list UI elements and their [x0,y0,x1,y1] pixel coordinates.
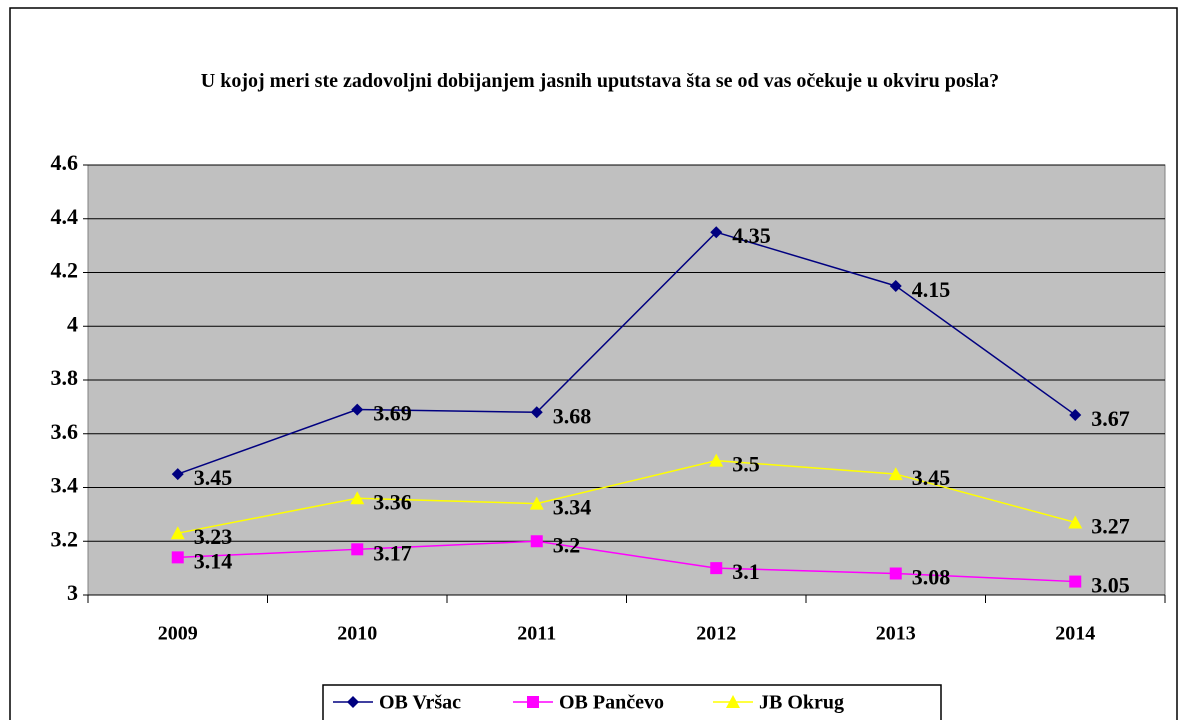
series-line [177,540,1076,583]
legend-marker [347,696,359,708]
data-point [888,467,903,481]
data-point [529,496,544,510]
data-label: 4.15 [912,277,951,302]
legend-box [322,684,942,720]
series-line [177,231,1076,475]
data-label: 3.05 [1091,573,1130,598]
legend-marker [726,695,740,708]
data-label: 3.68 [553,403,592,428]
data-point [351,403,364,416]
data-point [530,535,543,548]
x-tick-label: 2011 [517,623,556,645]
data-label: 3.17 [373,540,412,565]
data-label: 3.14 [194,548,233,573]
data-point [1069,575,1082,588]
x-tick-label: 2012 [696,623,736,645]
series-line [177,459,1076,534]
data-label: 3.27 [1091,513,1130,538]
data-point [889,279,902,292]
data-label: 3.45 [912,465,951,490]
x-tick-label: 2014 [1055,623,1095,645]
data-point [171,551,184,564]
data-label: 3.5 [732,452,760,477]
data-point [1069,408,1082,421]
x-tick-label: 2009 [158,623,198,645]
data-label: 3.67 [1091,406,1130,431]
legend-label: JB Okrug [759,692,844,714]
data-point [351,543,364,556]
data-point [350,491,365,505]
data-point [710,562,723,575]
y-tick-label: 4.6 [51,150,79,175]
x-tick-label: 2013 [876,623,916,645]
legend-label: OB Pančevo [559,692,664,714]
legend-label: OB Vršac [379,692,461,714]
data-label: 3.34 [553,495,592,520]
legend-marker [527,696,539,708]
data-point [170,526,185,540]
chart-title: U kojoj meri ste zadovoljni dobijanjem j… [200,70,1000,92]
data-label: 4.35 [732,223,771,248]
y-tick-label: 4 [67,311,78,336]
y-tick-label: 3.4 [51,473,79,498]
data-point [171,468,184,481]
data-point [889,567,902,580]
y-tick-label: 3.6 [51,419,79,444]
y-tick-label: 3.8 [51,365,79,390]
y-tick-label: 3 [67,580,78,605]
data-point [1068,515,1083,529]
y-tick-label: 4.2 [51,258,79,283]
y-tick-label: 3.2 [51,526,79,551]
data-label: 3.08 [912,565,951,590]
data-label: 3.23 [194,524,233,549]
y-tick-label: 4.4 [51,204,79,229]
data-point [709,453,724,467]
data-label: 3.1 [732,559,760,584]
data-label: 3.69 [373,401,412,426]
data-point [710,226,723,239]
data-point [530,406,543,419]
data-label: 3.36 [373,489,412,514]
x-tick-label: 2010 [337,623,377,645]
data-label: 3.45 [194,465,233,490]
data-label: 3.2 [553,532,581,557]
